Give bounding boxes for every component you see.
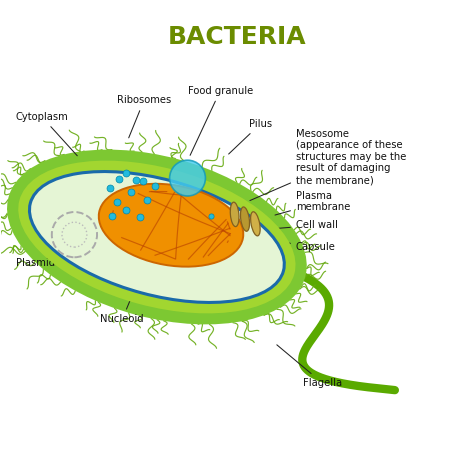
Text: BACTERIA: BACTERIA xyxy=(168,25,306,49)
Ellipse shape xyxy=(7,150,307,324)
Ellipse shape xyxy=(230,202,239,227)
Text: Food granule: Food granule xyxy=(188,86,253,155)
Text: Cell wall: Cell wall xyxy=(278,220,338,230)
Ellipse shape xyxy=(29,172,284,302)
Text: Pilus: Pilus xyxy=(228,119,272,154)
Ellipse shape xyxy=(251,212,260,236)
Text: Ribosomes: Ribosomes xyxy=(117,95,171,138)
Text: Cytoplasm: Cytoplasm xyxy=(16,112,77,156)
Ellipse shape xyxy=(18,161,295,313)
Text: Plasmid: Plasmid xyxy=(16,247,69,268)
Circle shape xyxy=(170,160,205,196)
Text: Flagella: Flagella xyxy=(277,345,342,388)
Text: Plasma
membrane: Plasma membrane xyxy=(275,191,350,215)
Text: Nucleoid: Nucleoid xyxy=(100,273,144,325)
Ellipse shape xyxy=(99,184,243,267)
Text: Capsule: Capsule xyxy=(283,242,336,252)
Text: Mesosome
(appearance of these
structures may be the
result of damaging
the membr: Mesosome (appearance of these structures… xyxy=(250,128,406,201)
Ellipse shape xyxy=(240,207,249,231)
